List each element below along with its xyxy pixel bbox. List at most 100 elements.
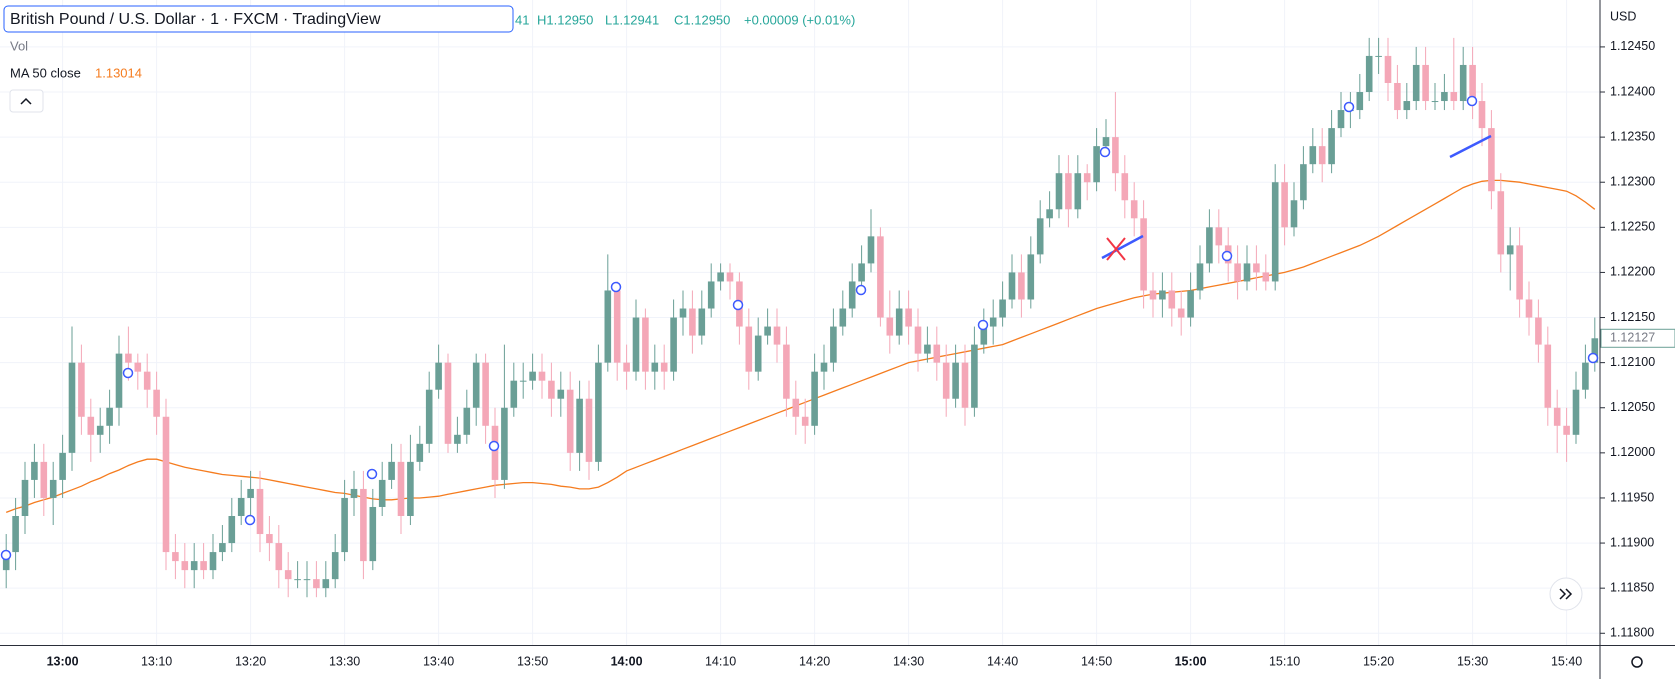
candle-body (1149, 290, 1157, 300)
candle-body (237, 497, 245, 516)
candle-body (623, 362, 630, 372)
candle-body (642, 317, 649, 372)
candle-body (839, 308, 847, 327)
candle-body (1591, 338, 1599, 363)
ohlc-open: 41 (515, 12, 529, 27)
candle-body (1187, 290, 1194, 318)
candle-body (1112, 137, 1119, 174)
candle-body (1215, 227, 1223, 246)
candle-body (1093, 146, 1100, 183)
candle-body (1271, 182, 1279, 282)
candle-body (1281, 182, 1288, 228)
candle-body (106, 407, 113, 426)
candle-body (1572, 389, 1580, 435)
candle-body (783, 344, 790, 399)
cross-marker (1106, 237, 1126, 261)
candle-body (548, 380, 555, 399)
x-tick-label: 13:30 (329, 654, 360, 668)
candle-body (472, 362, 480, 408)
candle-body (1065, 173, 1072, 210)
candle-body (1563, 425, 1570, 435)
candle-body (463, 407, 471, 435)
marker (0, 549, 12, 561)
x-tick-label: 13:00 (47, 654, 79, 668)
candle-body (726, 272, 734, 282)
candle-body (1337, 110, 1345, 129)
candle-body (1121, 173, 1129, 201)
candle-body (924, 344, 931, 354)
candle-body (1159, 290, 1166, 300)
x-tick-label: 15:30 (1457, 654, 1488, 668)
candle-body (1253, 263, 1260, 273)
x-tick-label: 14:50 (1081, 654, 1112, 668)
x-tick-label: 15:10 (1269, 654, 1300, 668)
candle-body (1027, 254, 1035, 300)
candle-body (538, 371, 546, 381)
candle-body (529, 371, 536, 381)
x-tick-label: 13:20 (235, 654, 266, 668)
candle-body (331, 552, 339, 580)
candle-body (1553, 407, 1561, 426)
candle-body (407, 461, 414, 516)
candle-body (1450, 92, 1458, 102)
candle-body (1262, 272, 1270, 282)
candle-body (989, 317, 997, 327)
y-tick-label: 1.12450 (1610, 39, 1655, 53)
settings-icon[interactable] (1631, 656, 1643, 668)
candle-body (284, 570, 292, 580)
ma-layer (5, 179, 1596, 514)
candle-body (341, 497, 348, 553)
candle-body (1046, 209, 1053, 219)
candle-body (1469, 64, 1476, 102)
x-tick-label: 13:10 (141, 654, 172, 668)
candle-body (1365, 55, 1373, 93)
x-tick-label: 15:40 (1551, 654, 1582, 668)
trend-line (1449, 134, 1492, 159)
candle-body (999, 299, 1006, 318)
candle-body (933, 344, 941, 363)
marker (732, 299, 744, 311)
candle-body (698, 308, 706, 336)
marker (855, 284, 867, 296)
symbol-box[interactable] (3, 5, 514, 33)
candle-body (1318, 146, 1326, 165)
ohlc-high: H1.12950 (537, 12, 593, 27)
collapse-button[interactable] (9, 89, 44, 113)
candle-body (1196, 263, 1204, 291)
candle-body (566, 389, 574, 453)
candle-body (416, 443, 424, 462)
candle-body (877, 236, 884, 318)
candle-body (1356, 92, 1364, 111)
symbol-title: British Pound / U.S. Dollar · 1 · FXCM ·… (10, 11, 381, 28)
candle-body (209, 552, 217, 571)
candle-body (96, 425, 104, 435)
marker (488, 440, 500, 452)
marker (1466, 95, 1478, 107)
x-tick-label: 15:00 (1175, 654, 1207, 668)
candle-body (717, 272, 724, 282)
y-tick-label: 1.12100 (1610, 355, 1655, 369)
candle-body (1130, 200, 1138, 219)
candles (2, 37, 1599, 598)
candle-body (294, 579, 301, 581)
candle-body (1018, 272, 1025, 300)
candle-body (764, 326, 771, 336)
candle-body (1055, 173, 1063, 210)
candle-body (162, 416, 170, 553)
y-tick-label: 1.11800 (1610, 626, 1654, 640)
candle-body (820, 362, 828, 372)
candle-body (689, 308, 696, 336)
candle-body (707, 281, 715, 309)
marker (1099, 146, 1111, 158)
trend-line (1101, 234, 1144, 260)
candle-body (679, 308, 687, 318)
candle-body (1234, 263, 1241, 282)
candle-body (510, 380, 518, 408)
scroll-icon (1559, 588, 1573, 600)
x-tick-label: 14:40 (987, 654, 1018, 668)
candle-body (1102, 137, 1110, 147)
candle-body (219, 543, 226, 553)
ma-legend-value: 1.13014 (95, 65, 142, 80)
